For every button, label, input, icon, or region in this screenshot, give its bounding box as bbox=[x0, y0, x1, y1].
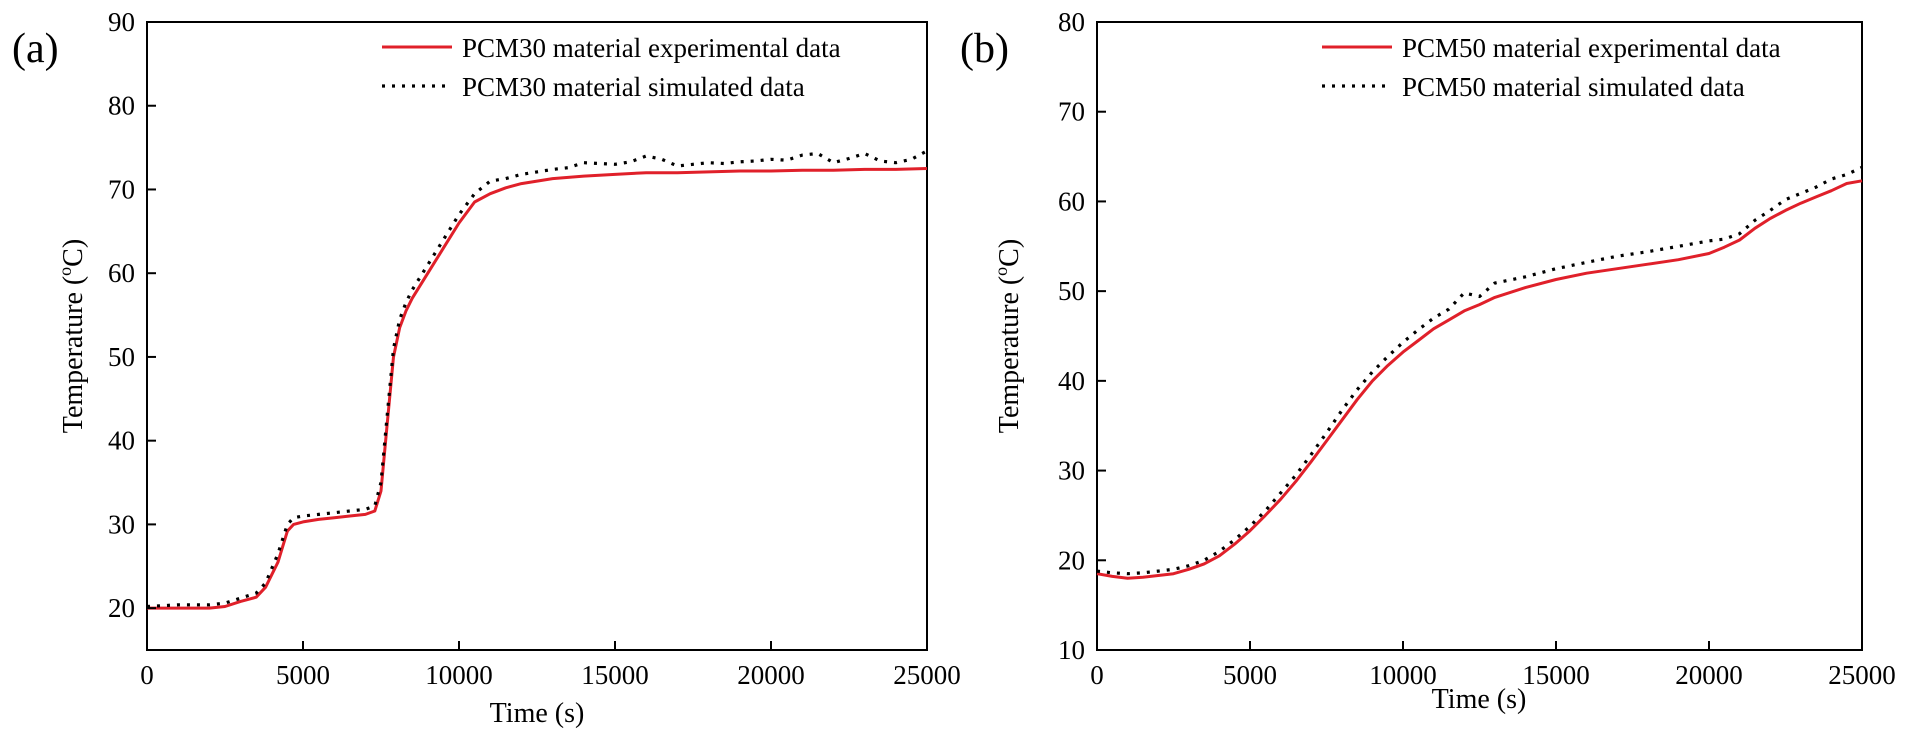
y-tick-label-b-7: 80 bbox=[1058, 7, 1085, 37]
y-tick-label-b-0: 10 bbox=[1058, 635, 1085, 665]
x-tick-label-b-0: 0 bbox=[1090, 660, 1104, 690]
legend-b: PCM50 material experimental data PCM50 m… bbox=[1322, 33, 1781, 102]
x-tick-label-a-3: 15000 bbox=[581, 660, 649, 690]
x-tick-label-b-5: 25000 bbox=[1828, 660, 1896, 690]
y-tick-label-b-6: 70 bbox=[1058, 97, 1085, 127]
y-tick-label-b-4: 50 bbox=[1058, 276, 1085, 306]
y-tick-label-a-2: 40 bbox=[108, 426, 135, 456]
legend-label-a-experimental: PCM30 material experimental data bbox=[462, 33, 841, 63]
x-tick-label-b-1: 5000 bbox=[1223, 660, 1277, 690]
x-tick-label-b-2: 10000 bbox=[1369, 660, 1437, 690]
y-tick-label-b-5: 60 bbox=[1058, 186, 1085, 216]
legend-a: PCM30 material experimental data PCM30 m… bbox=[382, 33, 841, 102]
y-tick-label-a-1: 30 bbox=[108, 509, 135, 539]
series-b-experimental bbox=[1096, 179, 1863, 580]
legend-label-a-simulated: PCM30 material simulated data bbox=[462, 72, 805, 102]
x-tick-label-a-2: 10000 bbox=[425, 660, 493, 690]
y-tick-label-a-4: 60 bbox=[108, 258, 135, 288]
x-tick-label-a-4: 20000 bbox=[737, 660, 805, 690]
x-tick-label-a-5: 25000 bbox=[893, 660, 961, 690]
y-tick-label-a-5: 70 bbox=[108, 174, 135, 204]
y-tick-label-a-7: 90 bbox=[108, 7, 135, 37]
panel-a: (a) Time (s) Temperature (oC) PCM30 mate… bbox=[12, 7, 961, 729]
x-tick-label-b-3: 15000 bbox=[1522, 660, 1590, 690]
y-tick-label-a-6: 80 bbox=[108, 91, 135, 121]
y-tick-label-a-0: 20 bbox=[108, 593, 135, 623]
series-a-simulated bbox=[146, 149, 928, 609]
panel-label-b: (b) bbox=[960, 26, 1009, 72]
panel-label-a: (a) bbox=[12, 26, 59, 72]
y-tick-label-a-3: 50 bbox=[108, 342, 135, 372]
x-axis-label-b: Time (s) bbox=[1432, 684, 1527, 715]
plot-frame-b bbox=[1096, 21, 1863, 651]
x-axis-label-a: Time (s) bbox=[490, 698, 585, 729]
y-axis-label-a: Temperature (oC) bbox=[55, 239, 89, 433]
series-a-experimental bbox=[147, 167, 928, 610]
legend-label-b-experimental: PCM50 material experimental data bbox=[1402, 33, 1781, 63]
panel-b: (b) Time (s) Temperature (oC) PCM50 mate… bbox=[960, 7, 1896, 715]
legend-label-b-simulated: PCM50 material simulated data bbox=[1402, 72, 1745, 102]
plot-frame-a bbox=[146, 21, 928, 651]
x-tick-label-a-1: 5000 bbox=[276, 660, 330, 690]
x-tick-label-a-0: 0 bbox=[140, 660, 154, 690]
y-axis-label-b: Temperature (oC) bbox=[991, 239, 1025, 433]
y-tick-label-b-2: 30 bbox=[1058, 456, 1085, 486]
y-tick-label-b-3: 40 bbox=[1058, 366, 1085, 396]
y-tick-label-b-1: 20 bbox=[1058, 545, 1085, 575]
series-b-simulated bbox=[1096, 165, 1863, 576]
x-tick-label-b-4: 20000 bbox=[1675, 660, 1743, 690]
